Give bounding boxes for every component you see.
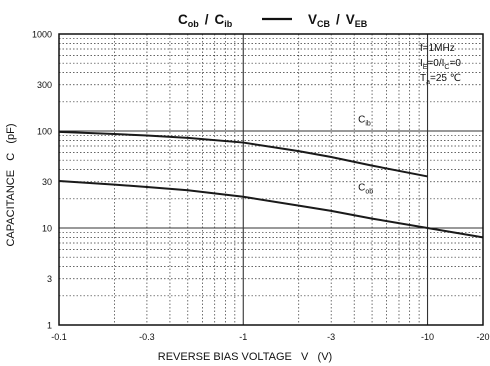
x-tick-label: -0.1 xyxy=(51,332,67,342)
series-label-ib: Cib xyxy=(358,115,371,128)
tick-labels: -0.1 -0.3 -1 -3 -10 -20 1 3 10 30 100 300 1000 xyxy=(32,30,490,343)
condition-text: IE=0/IC=0 xyxy=(420,58,461,71)
title-left: Cob / Cib xyxy=(178,12,233,29)
annotations: Cib Cob f=1MHz IE=0/IC=0 Ta=25 ℃ xyxy=(358,43,461,195)
x-tick-label: -10 xyxy=(421,332,434,342)
series-line-ob xyxy=(58,180,484,239)
x-tick-label: -3 xyxy=(327,332,335,342)
y-tick-label: 3 xyxy=(47,274,52,284)
title-right: VCB / VEB xyxy=(308,12,368,29)
y-tick-label: 30 xyxy=(42,177,52,187)
y-tick-label: 10 xyxy=(42,224,52,234)
y-axis-label: CAPACITANCE C (pF) xyxy=(5,123,17,246)
condition-text: Ta=25 ℃ xyxy=(420,73,461,86)
series-lines xyxy=(58,130,484,239)
series-label-ob: Cob xyxy=(358,182,373,195)
x-tick-label: -1 xyxy=(239,332,247,342)
y-tick-label: 100 xyxy=(37,127,52,137)
y-tick-label: 300 xyxy=(37,80,52,90)
x-tick-label: -20 xyxy=(476,332,489,342)
y-tick-label: 1 xyxy=(47,321,52,331)
x-tick-label: -0.3 xyxy=(139,332,155,342)
x-axis-label: REVERSE BIAS VOLTAGE V (V) xyxy=(158,351,332,363)
series-line-ib xyxy=(58,130,428,178)
chart-title: Cob / Cib VCB / VEB xyxy=(178,12,368,29)
y-tick-label: 1000 xyxy=(32,30,52,40)
condition-text: f=1MHz xyxy=(420,43,455,54)
plot-frame xyxy=(58,33,484,326)
